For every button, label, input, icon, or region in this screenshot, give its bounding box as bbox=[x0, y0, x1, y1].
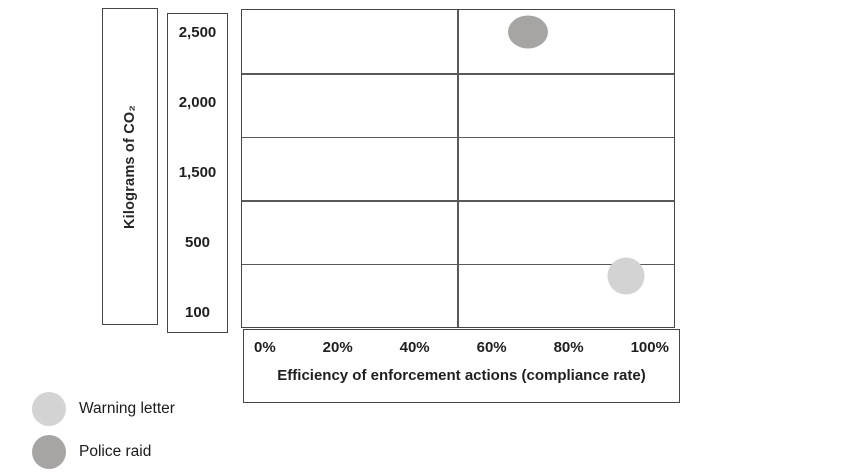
x-tick-40: 40% bbox=[399, 339, 430, 356]
y-axis-title: Kilograms of CO₂ bbox=[122, 104, 139, 229]
data-point-police-raid bbox=[507, 15, 548, 49]
x-tick-0: 0% bbox=[254, 339, 276, 356]
plot-area bbox=[241, 9, 675, 328]
warning-letter-circle-icon bbox=[32, 392, 66, 426]
x-axis-tick-row: 0% 20% 40% 60% 80% 100% bbox=[244, 330, 679, 356]
data-point-warning-letter bbox=[607, 257, 645, 295]
y-tick-500: 500 bbox=[184, 234, 211, 251]
x-tick-80: 80% bbox=[553, 339, 584, 356]
y-tick-2000: 2,000 bbox=[178, 94, 217, 111]
y-tick-2500: 2,500 bbox=[178, 24, 217, 41]
y-axis-tick-box: 2,500 2,000 1,500 500 100 bbox=[167, 13, 228, 333]
x-axis-title: Efficiency of enforcement actions (compl… bbox=[277, 367, 646, 384]
y-tick-100: 100 bbox=[184, 304, 211, 321]
legend-item-police-raid: Police raid bbox=[32, 435, 175, 469]
x-tick-60: 60% bbox=[476, 339, 507, 356]
vertical-midline bbox=[457, 10, 459, 327]
police-raid-circle-icon bbox=[32, 435, 66, 469]
legend-label-warning-letter: Warning letter bbox=[79, 400, 175, 417]
legend: Warning letter Police raid bbox=[32, 392, 175, 469]
y-tick-1500: 1,500 bbox=[178, 164, 217, 181]
x-tick-20: 20% bbox=[322, 339, 353, 356]
y-axis-title-box: Kilograms of CO₂ bbox=[102, 8, 158, 325]
x-axis-box: 0% 20% 40% 60% 80% 100% Efficiency of en… bbox=[243, 329, 680, 403]
legend-label-police-raid: Police raid bbox=[79, 443, 152, 460]
legend-item-warning-letter: Warning letter bbox=[32, 392, 175, 426]
x-tick-100: 100% bbox=[630, 339, 669, 356]
